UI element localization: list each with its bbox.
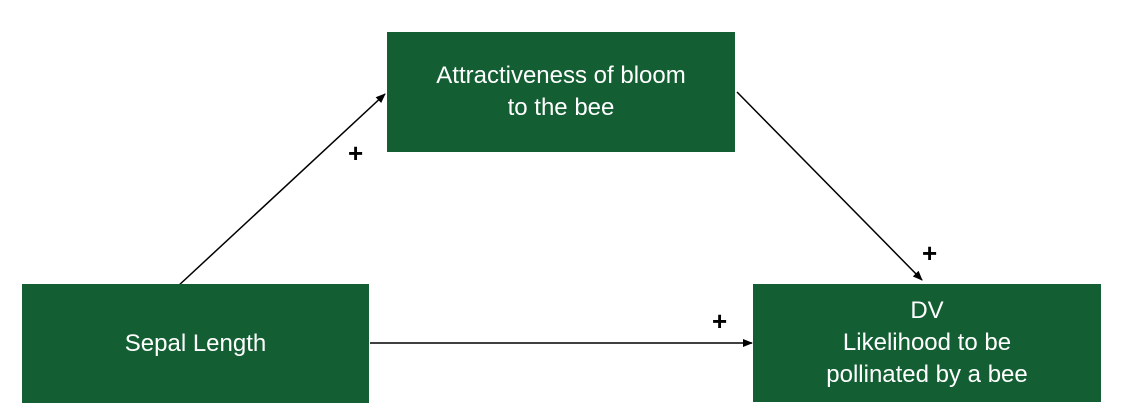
dv-node: DV Likelihood to be pollinated by a bee xyxy=(753,284,1101,402)
edge-iv-to-mediator-sign: + xyxy=(348,138,364,168)
edge-mediator-to-dv-sign: + xyxy=(922,238,938,268)
edge-iv-to-mediator-arrow xyxy=(176,93,386,288)
dv-label-line-2: Likelihood to be xyxy=(842,329,1012,356)
mediator-label-line-2: to the bee xyxy=(507,94,615,121)
dv-label-line-1: DV xyxy=(910,297,944,324)
iv-label: Sepal Length xyxy=(124,329,267,357)
dv-label-line-3: pollinated by a bee xyxy=(826,361,1028,388)
mediator-label-line-1: Attractiveness of bloom xyxy=(436,62,686,89)
edge-mediator-to-dv-arrow xyxy=(736,91,923,281)
mediator-node: Attractiveness of bloom to the bee xyxy=(387,32,735,152)
iv-node: Sepal Length xyxy=(22,284,369,403)
edge-iv-to-dv-sign: + xyxy=(712,306,728,336)
